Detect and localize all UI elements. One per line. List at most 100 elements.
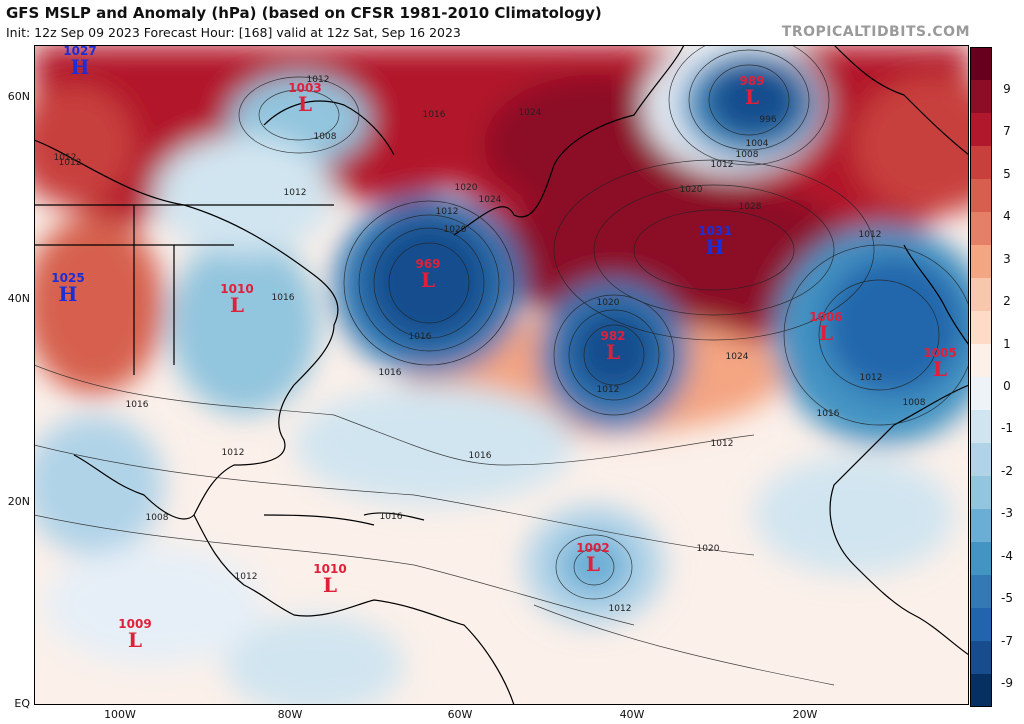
- colorbar-label: 5: [1003, 166, 1011, 181]
- isobar-label: 1016: [816, 409, 840, 419]
- lon-label: 100W: [104, 708, 136, 721]
- isobar-label: 1012: [596, 385, 620, 395]
- colorbar-swatch: [970, 113, 992, 147]
- colorbar: [970, 47, 992, 707]
- colorbar-swatch: [970, 509, 992, 543]
- lat-label: 40N: [7, 292, 30, 305]
- lon-label: 80W: [277, 708, 303, 721]
- low-pressure-center: 1006 L: [809, 311, 842, 343]
- colorbar-swatch: [970, 47, 992, 81]
- pressure-value: 1025: [51, 271, 85, 285]
- high-pressure-center: 1031 H: [698, 225, 731, 257]
- isobar-label: 1016: [468, 451, 492, 461]
- isobar-label: 1016: [378, 368, 402, 378]
- colorbar-label: 2: [1003, 294, 1011, 309]
- mslp-anomaly-map: [34, 45, 969, 705]
- low-pressure-center: 1003 L: [288, 82, 321, 114]
- pressure-value: 1031: [698, 224, 732, 238]
- colorbar-label: 4: [1003, 209, 1011, 224]
- low-pressure-center: 982 L: [600, 330, 625, 362]
- isobar-label: 1008: [902, 398, 926, 408]
- isobar-label: 1020: [696, 544, 720, 554]
- pressure-letter: H: [58, 282, 78, 306]
- low-pressure-center: 989 L: [739, 75, 764, 107]
- high-pressure-center: 1027 H: [63, 45, 96, 77]
- lat-label: 20N: [7, 495, 30, 508]
- pressure-letter: L: [585, 552, 601, 576]
- isobar-label: 1016: [125, 400, 149, 410]
- isobar-label: 1012: [608, 604, 632, 614]
- colorbar-frame: [970, 47, 992, 707]
- pressure-letter: L: [818, 321, 834, 345]
- pressure-value: 1002: [576, 541, 610, 555]
- low-pressure-center: 969 L: [415, 258, 440, 290]
- isobar-label: 1020: [443, 225, 467, 235]
- isobar-label: 1024: [478, 195, 502, 205]
- pressure-letter: L: [127, 628, 143, 652]
- lon-label: 40W: [619, 708, 645, 721]
- colorbar-swatch: [970, 476, 992, 510]
- colorbar-swatch: [970, 377, 992, 411]
- colorbar-label: 3: [1003, 251, 1011, 266]
- isobar-label: 1016: [408, 332, 432, 342]
- isobar-label: 1012: [221, 448, 245, 458]
- isobar-label: 1008: [735, 150, 759, 160]
- pressure-value: 989: [739, 74, 765, 88]
- isobars: [34, 45, 969, 686]
- colorbar-label: -5: [1001, 591, 1013, 606]
- pressure-value: 1005: [923, 346, 957, 360]
- colorbar-label: -2: [1001, 463, 1013, 478]
- colorbar-swatch: [970, 674, 992, 707]
- isobar-label: 1012: [710, 160, 734, 170]
- colorbar-label: -4: [1001, 548, 1013, 563]
- pressure-value: 1010: [220, 282, 254, 296]
- isobar-label: 1008: [313, 132, 337, 142]
- isobar-label: 1024: [725, 352, 749, 362]
- colorbar-swatch: [970, 311, 992, 345]
- colorbar-swatch: [970, 542, 992, 576]
- pressure-letter: H: [70, 55, 90, 79]
- isobar-label: 1012: [858, 230, 882, 240]
- site-credit: TROPICALTIDBITS.COM: [781, 24, 970, 40]
- colorbar-label: 1: [1003, 336, 1011, 351]
- isobar-label: 1016: [379, 512, 403, 522]
- colorbar-swatch: [970, 608, 992, 642]
- colorbar-label: 9: [1003, 82, 1011, 96]
- colorbar-label: -1: [1001, 421, 1013, 436]
- pressure-letter: L: [229, 293, 245, 317]
- low-pressure-center: 1009 L: [118, 618, 151, 650]
- isobar-label: 1004: [745, 139, 769, 149]
- colorbar-swatch: [970, 179, 992, 213]
- pressure-value: 1003: [288, 81, 322, 95]
- colorbar-label: -9: [1001, 676, 1013, 690]
- colorbar-swatch: [970, 245, 992, 279]
- colorbar-swatch: [970, 80, 992, 114]
- isobar-label: 1012: [306, 75, 330, 85]
- low-pressure-center: 1010 L: [313, 563, 346, 595]
- pressure-value: 1009: [118, 617, 152, 631]
- low-pressure-center: 1002 L: [576, 542, 609, 574]
- pressure-letter: L: [744, 85, 760, 109]
- low-pressure-center: 1005 L: [923, 347, 956, 379]
- pressure-letter: H: [705, 235, 725, 259]
- low-pressure-center: 1010 L: [220, 283, 253, 315]
- coastlines: [34, 45, 969, 705]
- isobar-label: 996: [759, 115, 777, 125]
- lat-label: 60N: [7, 90, 30, 103]
- isobar-label: 1020: [454, 183, 478, 193]
- colorbar-swatch: [970, 278, 992, 312]
- colorbar-label: 7: [1003, 124, 1011, 139]
- isobar-label: 1012: [859, 373, 883, 383]
- lon-label: 20W: [792, 708, 818, 721]
- pressure-value: 1027: [63, 44, 97, 58]
- colorbar-swatch: [970, 212, 992, 246]
- colorbar-swatch: [970, 443, 992, 477]
- isobar-label: 1020: [679, 185, 703, 195]
- isobar-label: 1008: [145, 513, 169, 523]
- lon-label: 60W: [447, 708, 473, 721]
- isobar-label: 1012: [435, 207, 459, 217]
- pressure-value: 1010: [313, 562, 347, 576]
- colorbar-swatch: [970, 410, 992, 444]
- anomaly-field: [34, 45, 969, 705]
